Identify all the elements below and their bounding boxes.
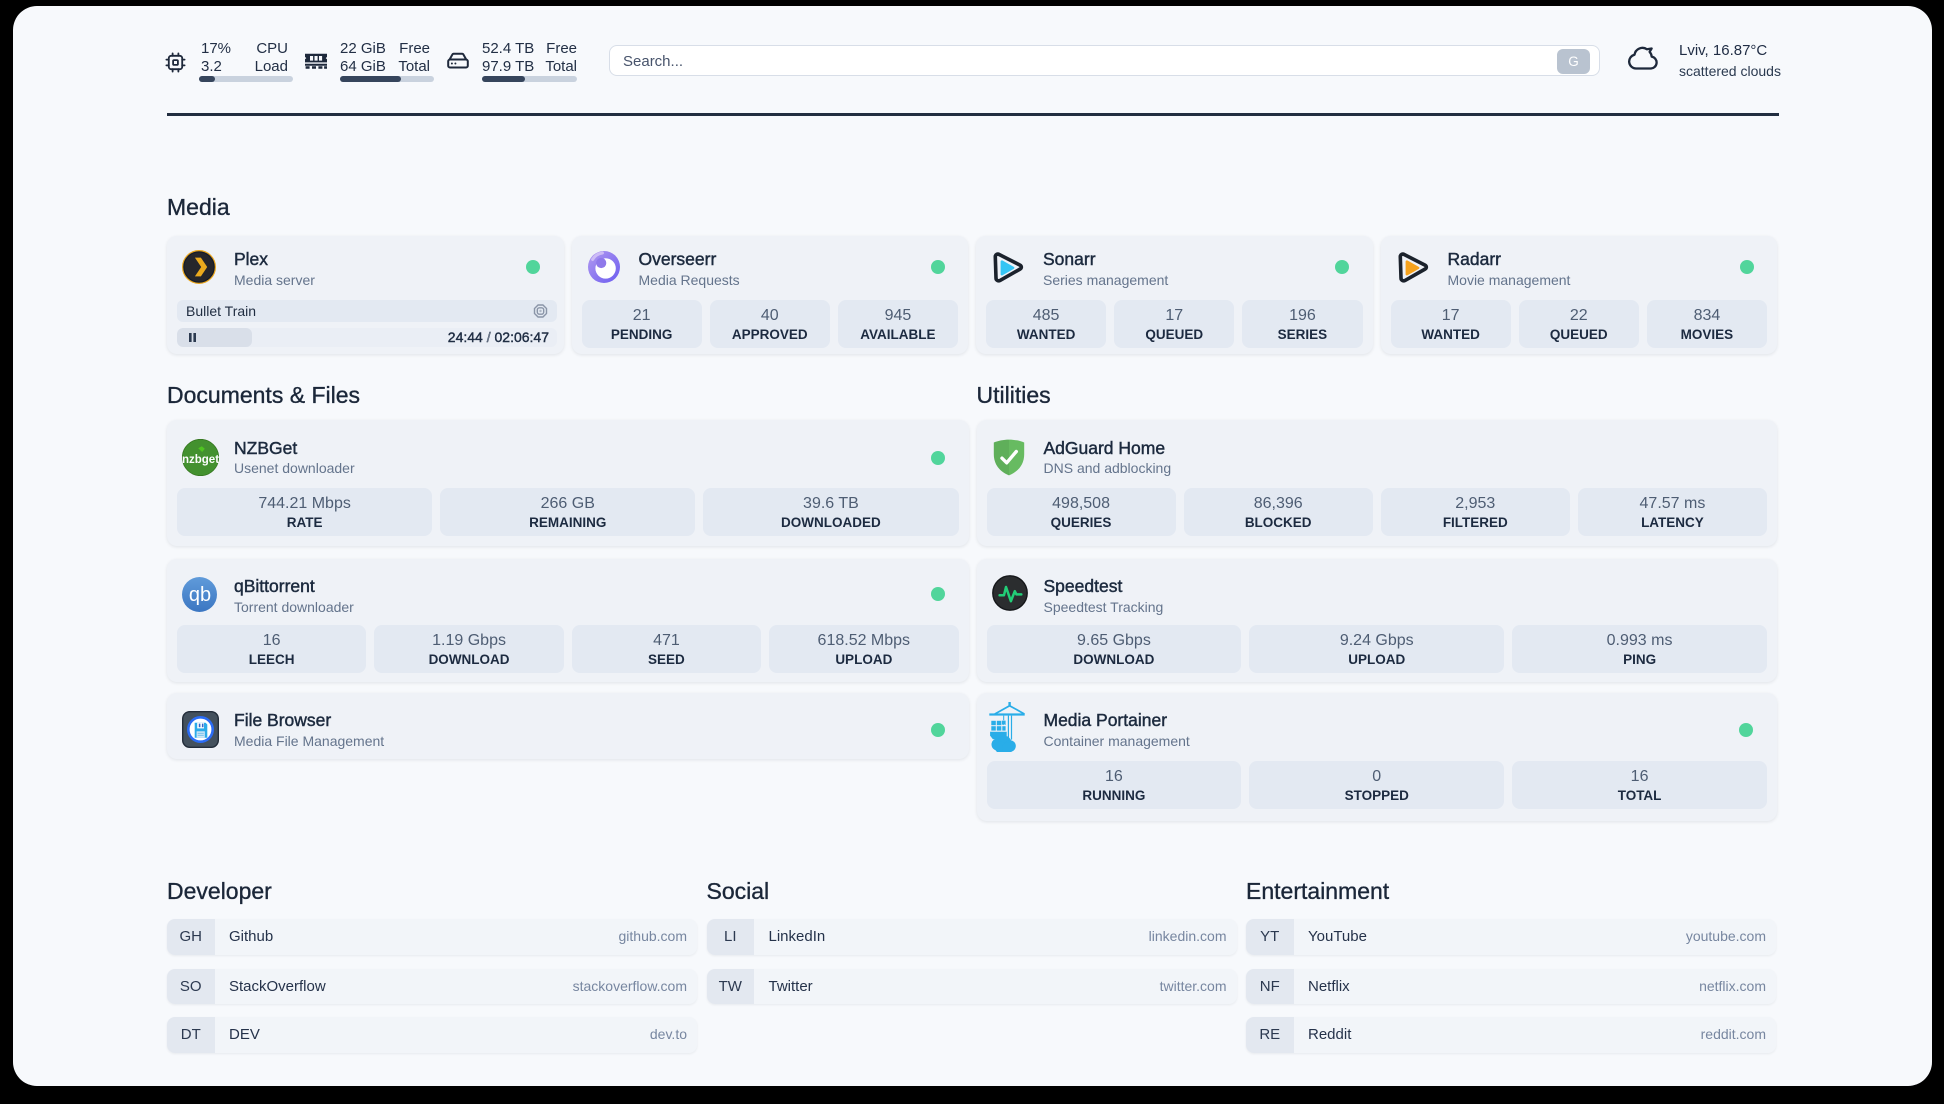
svg-text:qb: qb (189, 584, 211, 606)
svg-text:nzbget: nzbget (182, 454, 219, 466)
